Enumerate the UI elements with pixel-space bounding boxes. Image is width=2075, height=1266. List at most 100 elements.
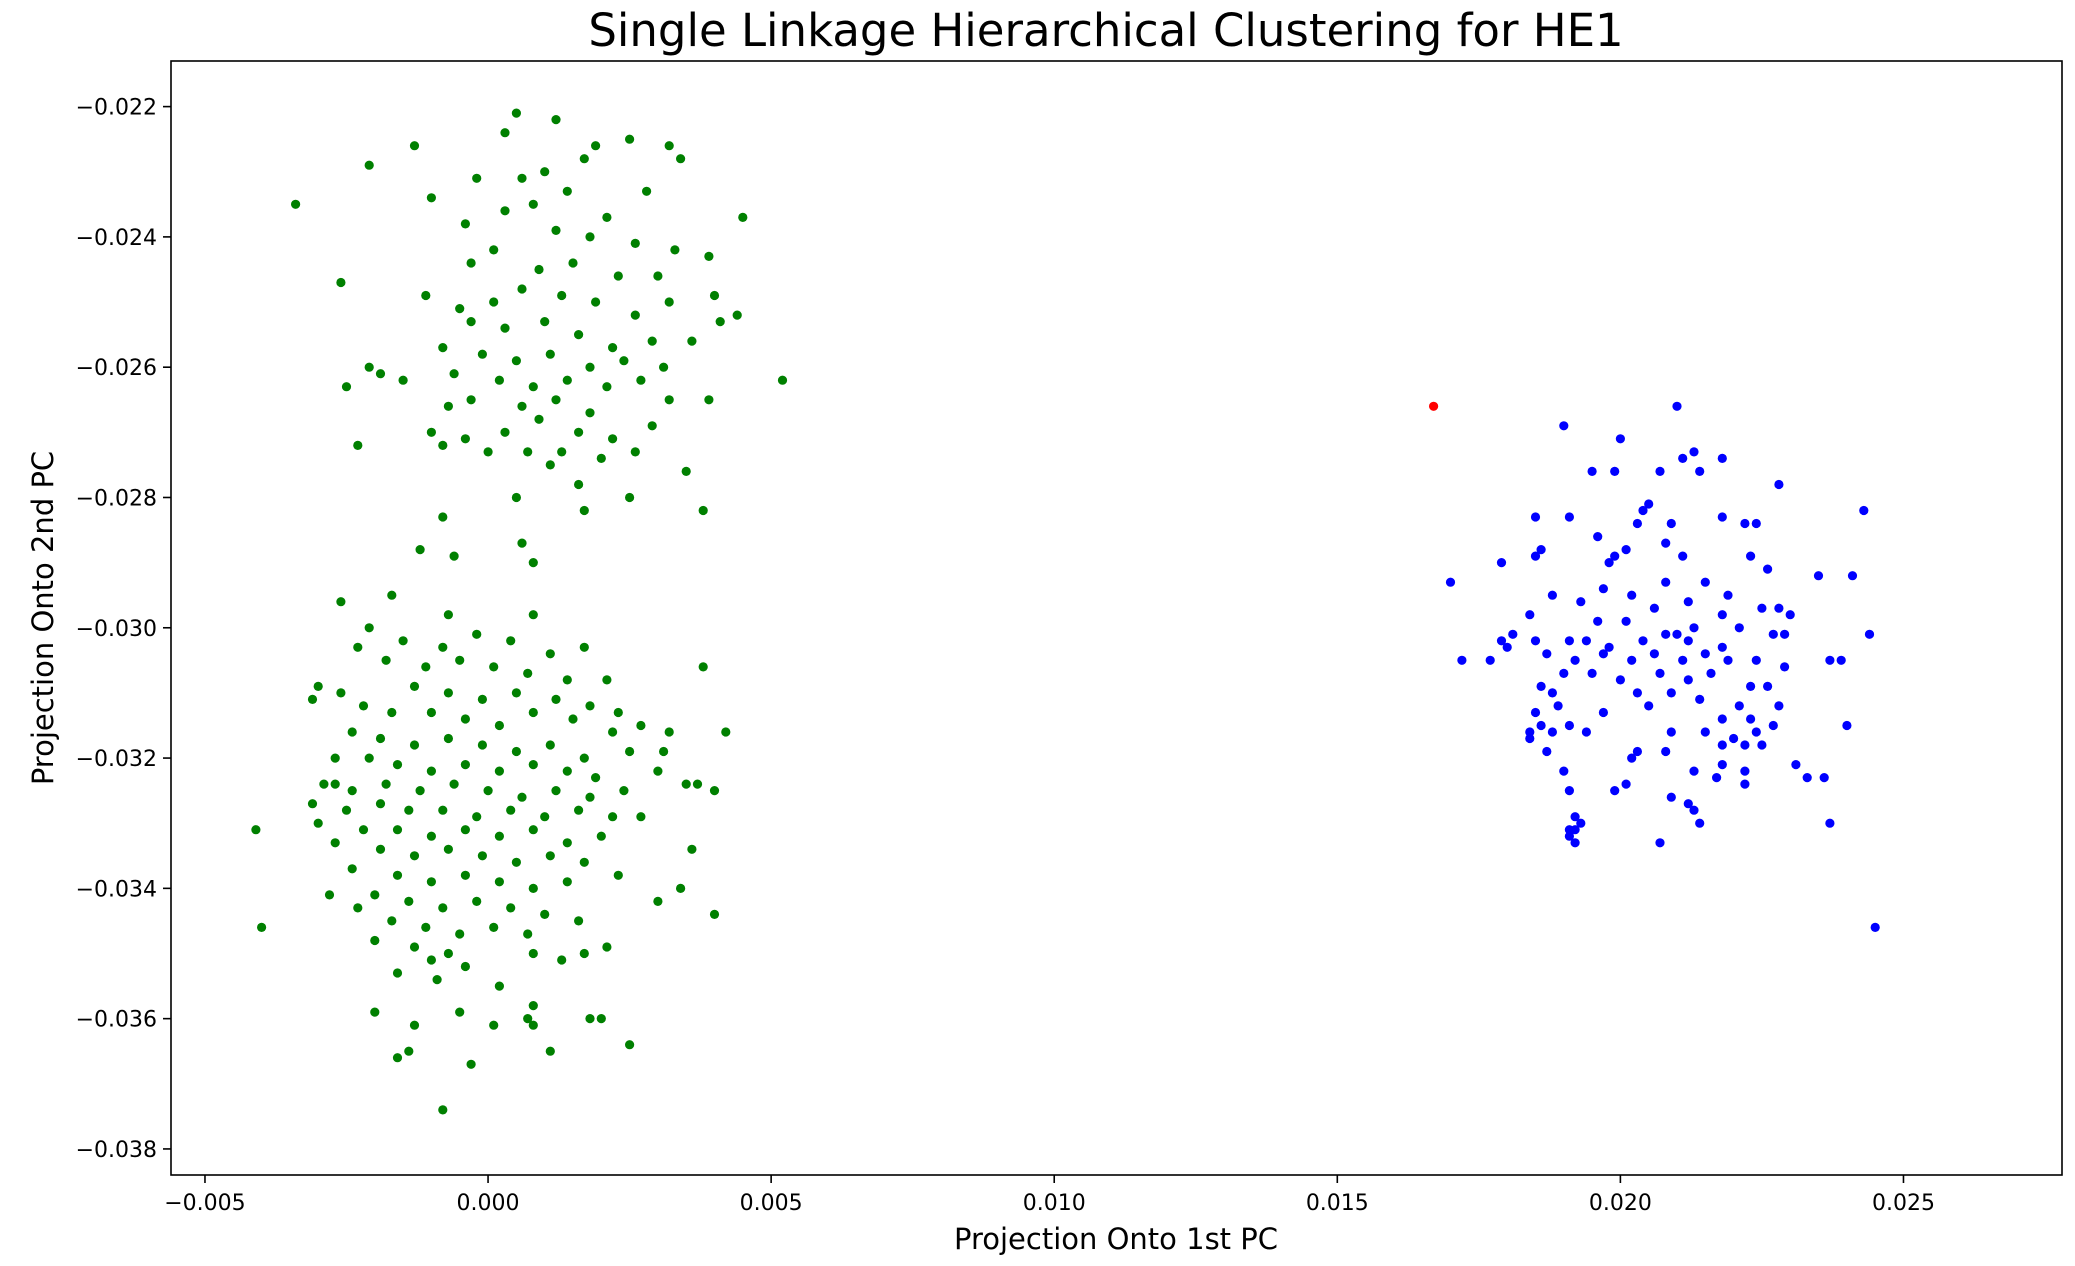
data-point <box>1445 577 1456 587</box>
data-point <box>1819 773 1829 783</box>
data-point <box>409 942 420 952</box>
data-point <box>1604 558 1614 568</box>
x-tick-label: 0.005 <box>740 1191 803 1216</box>
data-point <box>1723 655 1733 665</box>
data-point <box>540 909 550 920</box>
data-point <box>1627 655 1637 665</box>
data-point <box>562 877 572 887</box>
data-point <box>602 675 612 685</box>
data-point <box>443 610 453 620</box>
data-point <box>336 597 346 607</box>
data-point <box>460 434 470 444</box>
data-point <box>681 466 691 476</box>
y-tick-label: −0.022 <box>76 96 157 121</box>
data-point <box>375 369 386 379</box>
data-point <box>636 720 646 731</box>
data-point <box>613 271 623 281</box>
data-point <box>449 779 459 789</box>
data-point <box>438 903 448 913</box>
data-point <box>398 375 408 385</box>
data-point <box>477 694 487 705</box>
data-point <box>562 766 572 776</box>
data-point <box>426 427 436 437</box>
data-point <box>630 238 640 248</box>
data-point <box>438 512 448 522</box>
data-point <box>432 975 442 985</box>
data-point <box>313 681 323 692</box>
x-tick-label: 0.010 <box>1023 1191 1086 1216</box>
data-point <box>1632 688 1642 698</box>
data-point <box>1644 499 1654 509</box>
data-point <box>619 786 629 796</box>
data-point <box>1610 466 1620 476</box>
data-point <box>653 271 663 281</box>
data-point <box>364 160 374 170</box>
data-point <box>1802 773 1812 783</box>
data-point <box>608 727 618 737</box>
data-point <box>426 766 436 776</box>
x-tick-label: 0.025 <box>1872 1191 1935 1216</box>
data-point <box>1536 681 1546 692</box>
data-point <box>681 779 691 789</box>
data-point <box>585 408 595 418</box>
data-point <box>608 343 618 353</box>
data-point <box>1525 610 1535 620</box>
data-point <box>704 395 714 405</box>
data-point <box>1429 401 1439 411</box>
data-point <box>251 825 261 835</box>
data-point <box>494 720 504 731</box>
y-tick-label: −0.030 <box>76 617 157 642</box>
data-point <box>1746 714 1756 724</box>
data-point <box>591 141 601 151</box>
data-point <box>477 349 487 359</box>
data-point <box>596 831 606 841</box>
data-point <box>460 219 470 229</box>
data-point <box>1570 812 1580 822</box>
x-tick-label: 0.000 <box>457 1191 520 1216</box>
data-point <box>1768 629 1778 639</box>
data-point <box>460 714 470 724</box>
data-point <box>1746 681 1756 692</box>
data-point <box>324 890 335 900</box>
data-point <box>387 916 397 926</box>
data-point <box>585 362 595 372</box>
data-point <box>602 382 612 392</box>
data-point <box>545 349 555 359</box>
data-point <box>511 356 521 366</box>
data-point <box>540 167 550 177</box>
data-point <box>562 375 572 385</box>
data-point <box>466 395 476 405</box>
data-point <box>1564 720 1574 731</box>
data-point <box>1734 623 1744 633</box>
data-point <box>387 707 397 718</box>
data-point <box>1581 727 1591 737</box>
data-point <box>500 427 510 437</box>
data-point <box>341 382 352 392</box>
data-point <box>438 1105 448 1115</box>
data-point <box>404 896 414 907</box>
data-point <box>664 395 674 405</box>
points-layer <box>251 108 1880 1115</box>
data-point <box>636 375 646 385</box>
data-point <box>1576 818 1586 828</box>
data-point <box>545 851 555 861</box>
data-point <box>698 505 708 516</box>
data-point <box>579 642 589 652</box>
data-point <box>1791 760 1801 770</box>
data-point <box>562 186 572 196</box>
data-point <box>687 844 697 854</box>
x-axis: −0.005 0.000 0.005 0.010 0.015 0.020 0.025 <box>164 1175 1935 1216</box>
data-point <box>1576 597 1586 607</box>
data-point <box>1598 649 1608 659</box>
y-tick-label: −0.026 <box>76 356 157 381</box>
data-point <box>517 538 527 548</box>
data-point <box>443 688 453 698</box>
data-point <box>341 805 352 815</box>
data-point <box>551 395 561 405</box>
y-tick-label: −0.036 <box>76 1008 157 1033</box>
data-point <box>500 323 510 333</box>
x-tick-label: −0.005 <box>164 1191 245 1216</box>
data-point <box>1666 727 1676 737</box>
data-point <box>1564 825 1574 835</box>
